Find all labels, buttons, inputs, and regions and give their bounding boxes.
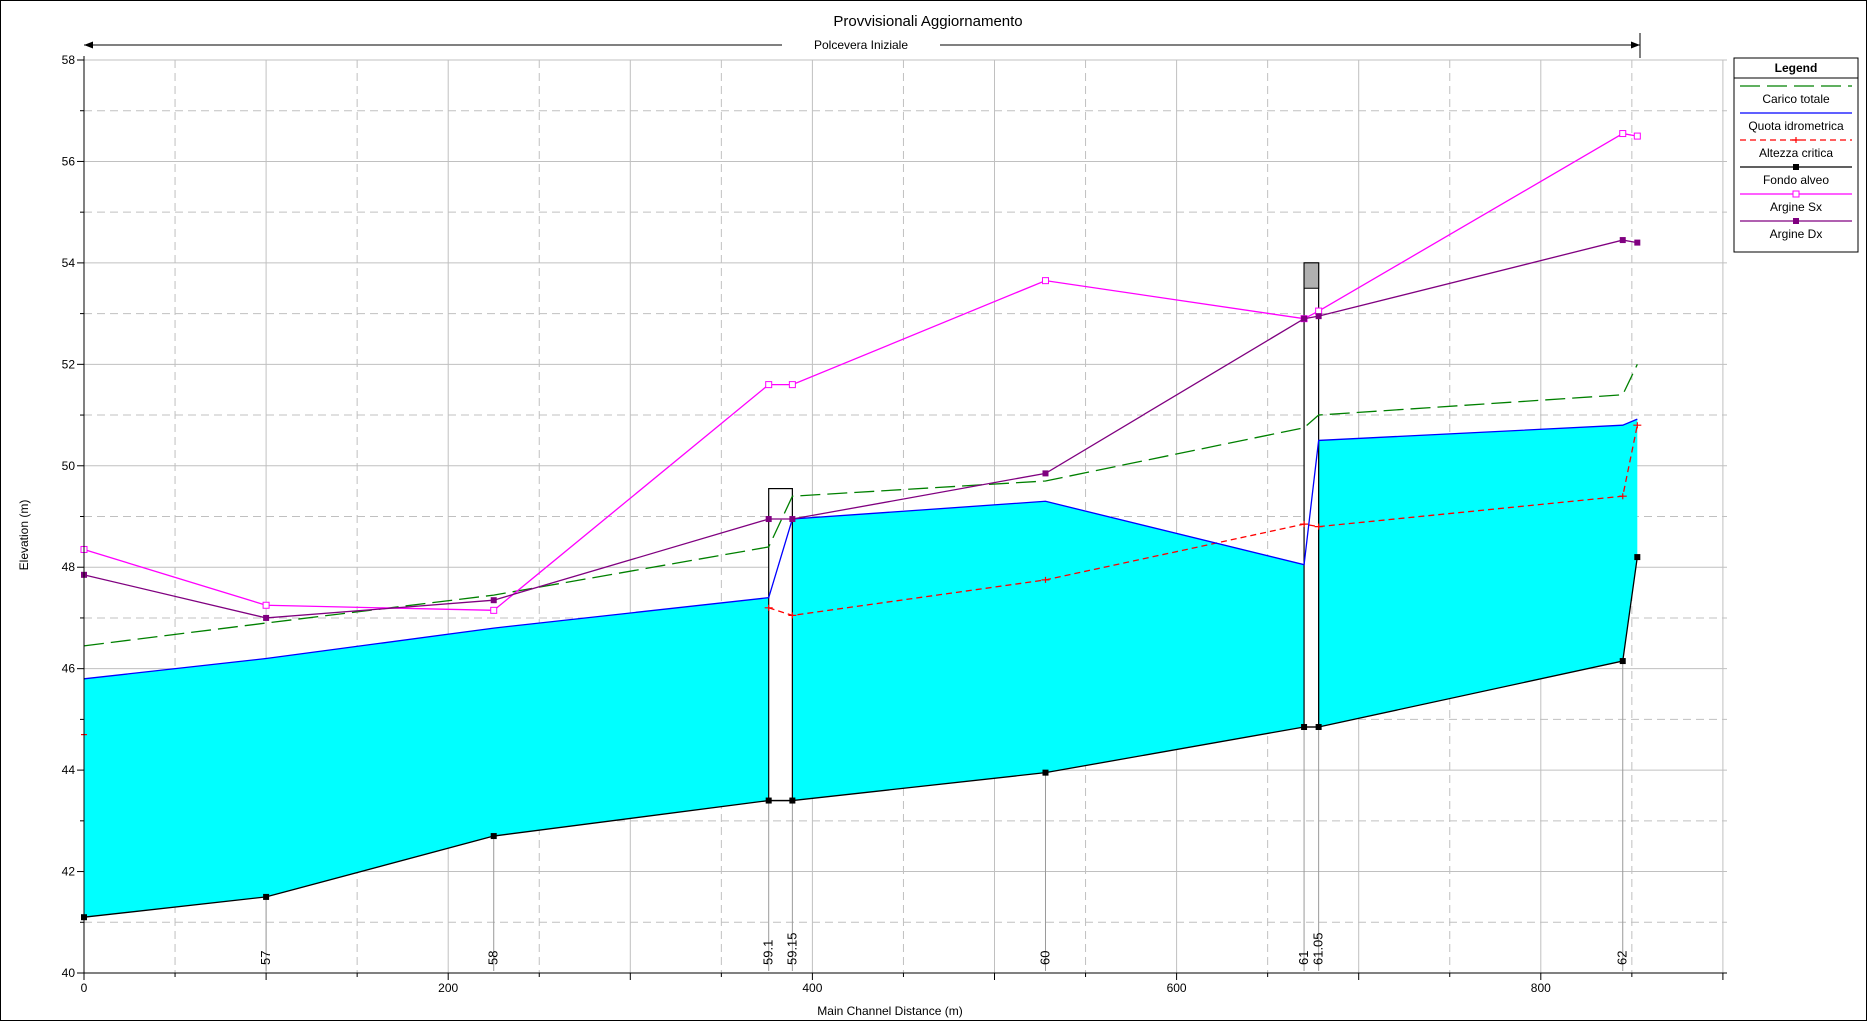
- data-point: [1619, 130, 1627, 138]
- data-point: [765, 516, 772, 523]
- bridge-structure: [1303, 262, 1320, 728]
- axes: 40 42 44 46 48 50 52 54 56 58 0 200 400 600 800: [62, 53, 1727, 995]
- data-point: [1619, 658, 1626, 665]
- x-tick-label: 800: [1531, 981, 1551, 995]
- data-point: [262, 601, 270, 609]
- data-point: [1041, 576, 1050, 583]
- data-point: [764, 604, 773, 611]
- station-label: 60: [1037, 951, 1052, 965]
- legend-label: Carico totale: [1762, 92, 1830, 106]
- series-line: [83, 132, 1638, 611]
- data-point: [1633, 132, 1641, 140]
- x-axis-label: Main Channel Distance (m): [817, 1004, 962, 1018]
- data-point: [765, 381, 773, 389]
- data-point: [1315, 313, 1322, 320]
- data-point: [788, 612, 797, 619]
- legend-label: Fondo alveo: [1763, 173, 1829, 187]
- legend: Legend Carico totale Quota idrometrica Alt…: [1733, 57, 1859, 253]
- y-tick-label: 48: [62, 560, 76, 574]
- y-tick-label: 56: [62, 154, 76, 168]
- y-tick-label: 42: [62, 865, 76, 879]
- y-axis-label: Elevation (m): [17, 500, 31, 571]
- data-point: [1633, 422, 1642, 429]
- legend-marker: [1793, 218, 1799, 224]
- legend-label: Altezza critica: [1759, 146, 1833, 160]
- chart-title: Provvisionali Aggiornamento: [833, 13, 1022, 30]
- x-tick-label: 600: [1167, 981, 1187, 995]
- series-lines: [80, 130, 1642, 921]
- legend-marker: [1793, 164, 1799, 170]
- data-point: [490, 833, 497, 840]
- y-tick-label: 50: [62, 459, 76, 473]
- x-tick-label: 400: [802, 981, 822, 995]
- bridge-deck: [1303, 262, 1320, 289]
- x-tick-label: 0: [81, 981, 88, 995]
- data-point: [263, 893, 270, 900]
- reach-span: Polcevera Iniziale: [84, 33, 1641, 58]
- data-point: [1314, 523, 1323, 530]
- legend-marker: [1792, 190, 1800, 198]
- station-label: 62: [1615, 951, 1630, 965]
- station-label: 57: [258, 951, 273, 965]
- legend-marker: [1792, 137, 1800, 143]
- data-point: [490, 606, 498, 614]
- data-point: [1634, 239, 1641, 246]
- station-markers: 57 58 59.1 59.15 60 61 61.05 62: [258, 661, 1630, 971]
- data-point: [788, 381, 796, 389]
- y-tick-label: 54: [62, 256, 76, 270]
- data-point: [789, 797, 796, 804]
- data-point: [1042, 470, 1049, 477]
- data-point: [1042, 769, 1049, 776]
- y-tick-label: 46: [62, 662, 76, 676]
- water-area: [84, 419, 1638, 918]
- legend-label: Argine Sx: [1770, 200, 1822, 214]
- y-tick-label: 52: [62, 357, 76, 371]
- data-point: [490, 597, 497, 604]
- data-point: [263, 614, 270, 621]
- chart-subtitle: Polcevera Iniziale: [814, 38, 908, 52]
- data-point: [1300, 521, 1309, 528]
- bridge-structure: [768, 488, 793, 802]
- y-tick-label: 58: [62, 53, 76, 67]
- water-fill: [84, 419, 1638, 918]
- legend-label: Quota idrometrica: [1748, 119, 1844, 133]
- station-label: 61.05: [1311, 932, 1326, 965]
- data-point: [1315, 723, 1322, 730]
- station-label: 59.1: [761, 940, 776, 965]
- station-label: 61: [1296, 951, 1311, 965]
- data-point: [765, 797, 772, 804]
- data-point: [1618, 493, 1627, 500]
- legend-title: Legend: [1775, 61, 1818, 75]
- data-point: [1301, 315, 1308, 322]
- series-line: [83, 556, 1638, 918]
- station-label: 58: [486, 951, 501, 965]
- data-point: [1619, 237, 1626, 244]
- legend-label: Argine Dx: [1770, 227, 1823, 241]
- y-tick-label: 44: [62, 763, 76, 777]
- series-line: [83, 239, 1638, 619]
- station-label: 59.15: [784, 932, 799, 965]
- data-point: [1634, 554, 1641, 561]
- series-line: [83, 418, 1638, 680]
- x-tick-label: 200: [438, 981, 458, 995]
- data-point: [1041, 277, 1049, 285]
- data-point: [789, 516, 796, 523]
- y-tick-label: 40: [62, 966, 76, 980]
- data-point: [1301, 723, 1308, 730]
